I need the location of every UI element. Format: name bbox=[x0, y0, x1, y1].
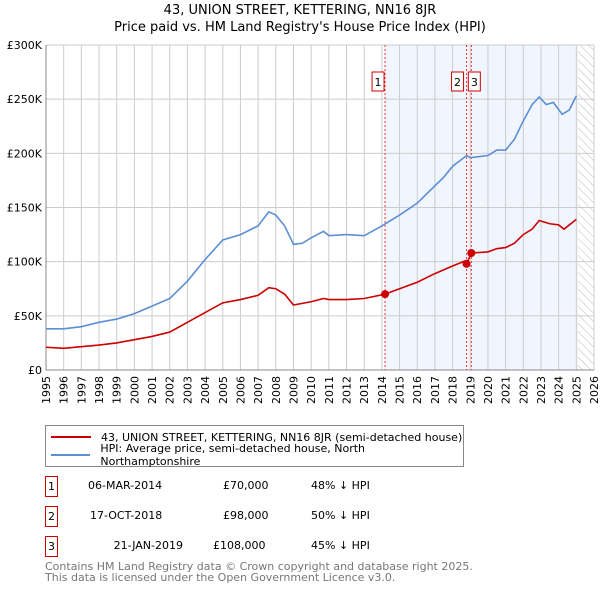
x-tick-label: 2004 bbox=[199, 376, 212, 404]
transaction-date: 06-MAR-2014 bbox=[88, 479, 163, 492]
series-line bbox=[45, 218, 577, 350]
x-tick-label: 1998 bbox=[93, 376, 106, 404]
sale-label: 3 bbox=[471, 76, 478, 89]
sale-label-box bbox=[451, 71, 465, 92]
x-tick-label: 2007 bbox=[252, 376, 265, 404]
transaction-badge: 1 bbox=[45, 476, 58, 497]
x-tick-label: 2009 bbox=[287, 376, 300, 404]
footer-licence: This data is licensed under the Open Gov… bbox=[45, 571, 396, 584]
x-tick-label: 2018 bbox=[447, 376, 460, 404]
y-tick-label: £50K bbox=[14, 310, 43, 323]
x-tick-label: 2000 bbox=[128, 376, 141, 404]
y-tick-label: £200K bbox=[7, 147, 43, 160]
x-tick-label: 2023 bbox=[535, 376, 548, 404]
x-tick-label: 2001 bbox=[146, 376, 159, 404]
transaction-date: 17-OCT-2018 bbox=[90, 509, 163, 522]
x-tick-label: 2022 bbox=[517, 376, 530, 404]
transaction-hpi: 45% ↓ HPI bbox=[311, 539, 370, 552]
transaction-hpi: 48% ↓ HPI bbox=[311, 479, 370, 492]
x-tick-label: 2019 bbox=[464, 376, 477, 404]
y-tick-label: £150K bbox=[7, 202, 43, 215]
sale-label-box bbox=[467, 71, 481, 92]
legend-swatch bbox=[51, 454, 91, 456]
legend-label: 43, UNION STREET, KETTERING, NN16 8JR (s… bbox=[101, 430, 463, 444]
x-tick-label: 1996 bbox=[58, 376, 71, 404]
x-tick-label: 2012 bbox=[341, 376, 354, 404]
sale-label: 2 bbox=[454, 76, 461, 89]
transaction-badge: 3 bbox=[45, 536, 58, 557]
y-tick-label: £300K bbox=[7, 39, 43, 52]
y-tick-label: £0 bbox=[28, 364, 42, 377]
x-tick-label: 2017 bbox=[429, 376, 442, 404]
x-tick-label: 2020 bbox=[482, 376, 495, 404]
x-tick-label: 2026 bbox=[588, 376, 600, 404]
x-tick-label: 2024 bbox=[553, 376, 566, 404]
legend-item-property: 43, UNION STREET, KETTERING, NN16 8JR (s… bbox=[51, 429, 462, 445]
price-chart: 1995 1996 1997 1998 1999 2000 2001 2002 2003 2004… bbox=[7, 39, 600, 404]
x-tick-label: 2010 bbox=[305, 376, 318, 404]
x-tick-label: 2002 bbox=[164, 376, 177, 404]
y-tick-label: £100K bbox=[7, 256, 43, 269]
x-tick-label: 2011 bbox=[323, 376, 336, 404]
x-tick-label: 2003 bbox=[181, 376, 194, 404]
x-tick-label: 2013 bbox=[358, 376, 371, 404]
legend-label: HPI: Average price, semi-detached house,… bbox=[100, 442, 366, 468]
x-tick-label: 2006 bbox=[234, 376, 247, 404]
chart-subtitle: Price paid vs. HM Land Registry's House … bbox=[114, 20, 486, 35]
x-tick-label: 2005 bbox=[217, 376, 230, 404]
footer-copyright: Contains HM Land Registry data © Crown c… bbox=[45, 560, 473, 573]
x-tick-label: 2016 bbox=[411, 376, 424, 404]
x-tick-label: 2014 bbox=[376, 376, 389, 404]
transaction-price: £98,000 bbox=[223, 509, 269, 522]
transaction-price: £108,000 bbox=[213, 539, 266, 552]
sale-point bbox=[381, 290, 390, 299]
legend-swatch bbox=[51, 436, 91, 438]
transaction-price: £70,000 bbox=[223, 479, 269, 492]
x-tick-label: 2021 bbox=[500, 376, 513, 404]
x-tick-label: 1999 bbox=[111, 376, 124, 404]
chart-title: 43, UNION STREET, KETTERING, NN16 8JR bbox=[163, 3, 437, 18]
sale-label-box bbox=[371, 71, 385, 92]
legend-item-hpi: HPI: Average price, semi-detached house,… bbox=[51, 442, 463, 468]
transaction-date: 21-JAN-2019 bbox=[113, 539, 183, 552]
x-tick-label: 2008 bbox=[270, 376, 283, 404]
sale-label: 1 bbox=[375, 76, 382, 89]
x-tick-label: 2015 bbox=[394, 376, 407, 404]
sale-point bbox=[462, 259, 471, 268]
transaction-hpi: 50% ↓ HPI bbox=[311, 509, 370, 522]
transaction-badge: 2 bbox=[45, 506, 58, 527]
x-tick-label: 1997 bbox=[75, 376, 88, 404]
x-tick-label: 2025 bbox=[570, 376, 583, 404]
series-line bbox=[46, 95, 578, 330]
y-tick-label: £250K bbox=[7, 93, 43, 106]
footer: Contains HM Land Registry data © Crown c… bbox=[45, 561, 473, 583]
legend: 43, UNION STREET, KETTERING, NN16 8JR (s… bbox=[45, 425, 464, 468]
x-tick-label: 1995 bbox=[40, 376, 53, 404]
sale-point bbox=[467, 249, 476, 257]
